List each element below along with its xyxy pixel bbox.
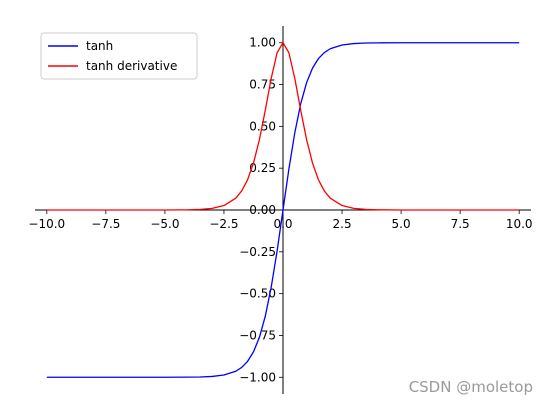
series-line-tanh	[46, 42, 520, 378]
x-axis-ticks: −10.0 −7.5 −5.0 −2.5 0.0 2.5 5.0 7.5 10.0	[28, 210, 533, 231]
y-axis-ticks: −1.00−0.75−0.50−0.250.000.250.500.751.00	[239, 36, 283, 384]
x-tick-label: −10.0	[28, 217, 65, 231]
y-tick-label: −0.50	[239, 287, 276, 301]
x-tick-label: −2.5	[209, 217, 238, 231]
x-tick-label: 5.0	[392, 217, 411, 231]
legend: tanh tanh derivative	[40, 32, 198, 80]
y-tick-label: 0.75	[249, 78, 276, 92]
x-tick-label: 7.5	[451, 217, 470, 231]
y-tick-label: 1.00	[249, 36, 276, 50]
y-tick-label: 0.00	[249, 203, 276, 217]
series-layer	[46, 42, 520, 378]
x-tick-label: 0.0	[273, 217, 292, 231]
x-tick-label: 2.5	[333, 217, 352, 231]
x-tick-label: −7.5	[91, 217, 120, 231]
y-tick-label: 0.25	[249, 161, 276, 175]
watermark-text: CSDN @moletop	[409, 378, 533, 396]
legend-label-tanh-derivative: tanh derivative	[86, 59, 177, 73]
y-tick-label: −0.75	[239, 328, 276, 342]
y-tick-label: −0.25	[239, 245, 276, 259]
x-tick-label: 10.0	[506, 217, 533, 231]
series-line-tanh-derivative	[46, 42, 520, 211]
x-tick-label: −5.0	[150, 217, 179, 231]
legend-label-tanh: tanh	[86, 39, 113, 53]
legend-frame	[40, 32, 198, 80]
y-tick-label: −1.00	[239, 370, 276, 384]
